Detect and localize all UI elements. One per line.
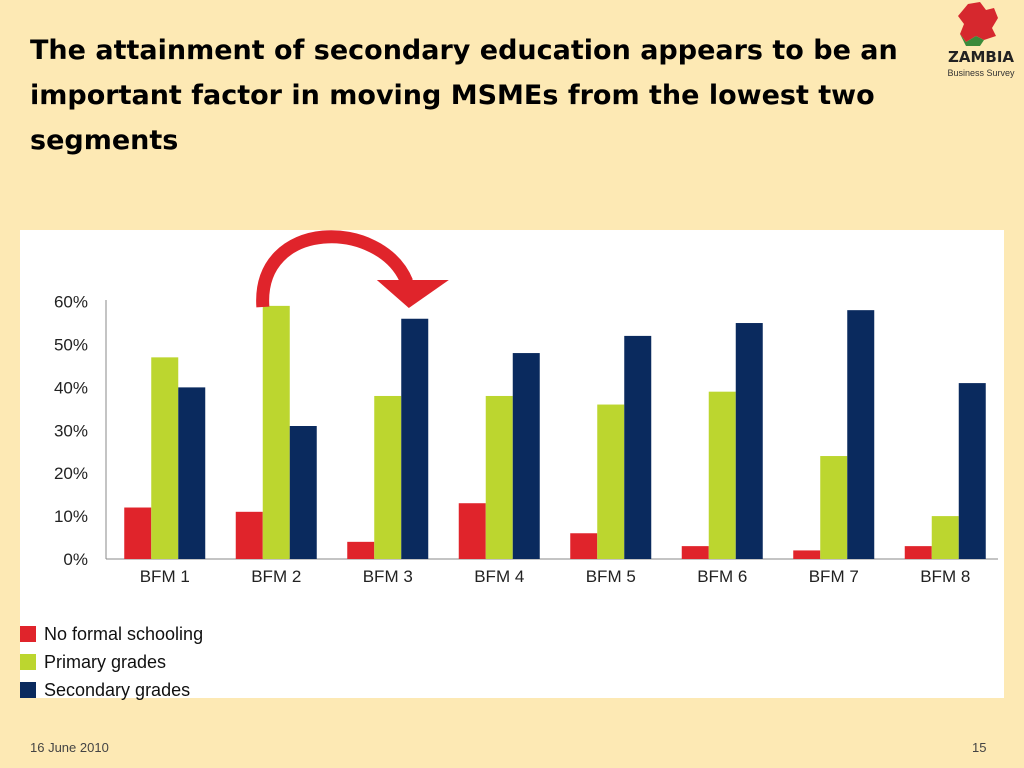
arrow-head-icon [376, 280, 449, 308]
chart-legend: No formal schooling Primary grades Seconda… [20, 620, 203, 704]
bar-no-formal-schooling [793, 550, 821, 559]
legend-swatch [20, 682, 36, 698]
bar-no-formal-schooling [235, 511, 263, 559]
legend-item: Primary grades [20, 648, 203, 676]
x-category-label: BFM 7 [809, 567, 859, 586]
page-number: 15 [972, 740, 987, 755]
logo-subtext: Business Survey [947, 68, 1015, 78]
bar-chart: 0% 10% 20% 30% 40% 50% 60% BFM 1 BFM 2 BFM 3 BFM 4… [54, 230, 998, 586]
bar-no-formal-schooling [681, 546, 709, 559]
bar-secondary-grades [178, 387, 206, 559]
legend-label: Primary grades [44, 651, 167, 672]
bar-secondary-grades [512, 353, 540, 559]
bar-secondary-grades [401, 318, 429, 559]
bar-secondary-grades [289, 426, 317, 559]
bar-primary-grades [708, 391, 736, 559]
bar-no-formal-schooling [124, 507, 152, 559]
bar-primary-grades [931, 516, 959, 559]
zambia-logo-icon [958, 2, 998, 46]
y-tick-label: 0% [63, 550, 88, 569]
x-category-label: BFM 5 [586, 567, 636, 586]
legend-label: No formal schooling [44, 623, 204, 644]
legend-swatch [20, 626, 36, 642]
footer-date: 16 June 2010 [30, 740, 109, 755]
bar-primary-grades [374, 395, 402, 559]
x-category-label: BFM 2 [251, 567, 301, 586]
bar-secondary-grades [735, 323, 763, 559]
bar-primary-grades [485, 395, 513, 559]
bar-secondary-grades [624, 335, 652, 559]
y-tick-label: 50% [54, 335, 88, 354]
bar-primary-grades [597, 404, 625, 559]
x-category-label: BFM 1 [140, 567, 190, 586]
bar-primary-grades [262, 305, 290, 559]
bar-secondary-grades [958, 383, 986, 559]
y-tick-label: 20% [54, 464, 88, 483]
curved-arrow-icon [256, 230, 413, 308]
x-category-label: BFM 8 [920, 567, 970, 586]
legend-item: No formal schooling [20, 620, 203, 648]
y-tick-label: 30% [54, 421, 88, 440]
bar-no-formal-schooling [904, 546, 932, 559]
chart-panel: 0% 10% 20% 30% 40% 50% 60% BFM 1 BFM 2 BFM 3 BFM 4… [20, 230, 1004, 700]
y-tick-label: 40% [54, 378, 88, 397]
bar-primary-grades [151, 357, 179, 559]
x-category-label: BFM 4 [474, 567, 524, 586]
legend-swatch [20, 654, 36, 670]
x-category-label: BFM 3 [363, 567, 413, 586]
logo-text: ZAMBIA [947, 48, 1015, 66]
bar-secondary-grades [847, 310, 875, 559]
y-tick-label: 60% [54, 293, 88, 312]
bar-no-formal-schooling [347, 541, 375, 559]
bar-primary-grades [820, 456, 848, 559]
legend-label: Secondary grades [44, 679, 191, 700]
x-category-label: BFM 6 [697, 567, 747, 586]
legend-item: Secondary grades [20, 676, 203, 704]
bar-no-formal-schooling [570, 533, 598, 559]
slide-title: The attainment of secondary education ap… [30, 35, 898, 156]
bar-no-formal-schooling [458, 503, 486, 559]
y-tick-label: 10% [54, 507, 88, 526]
